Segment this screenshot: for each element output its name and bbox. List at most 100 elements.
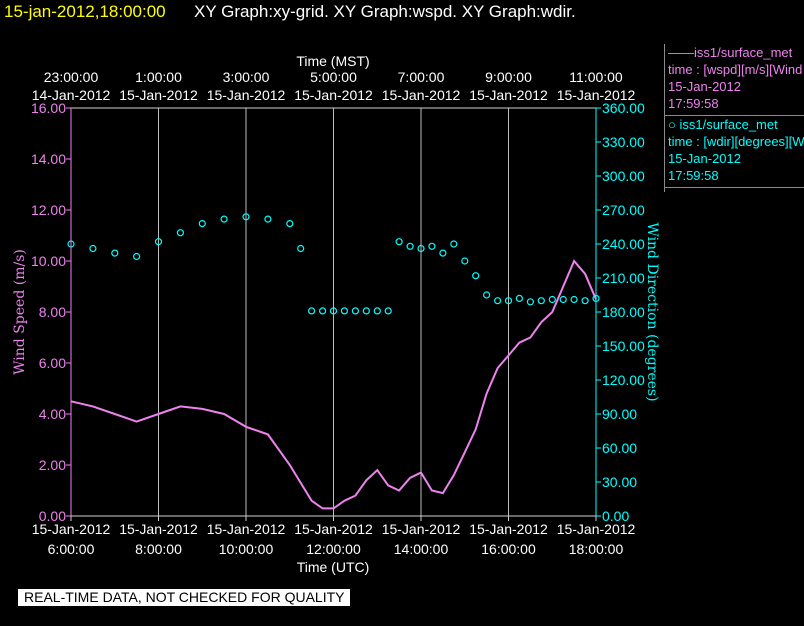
top-tick-time: 5:00:00 [310, 69, 357, 85]
wdir-point [351, 307, 359, 315]
top-tick-time: 9:00:00 [485, 69, 532, 85]
top-axis-label: Time (MST) [296, 53, 369, 69]
top-tick-time: 3:00:00 [223, 69, 270, 85]
legend-wspd-variable: time : [wspd][m/s][Wind [668, 62, 803, 77]
bottom-tick-date: 15-Jan-2012 [294, 521, 373, 537]
wdir-point [548, 295, 556, 304]
wdir-point [472, 272, 480, 280]
bottom-tick-date: 15-Jan-2012 [382, 521, 461, 537]
legend-wspd-date: 15-Jan-2012 [668, 79, 741, 94]
wdir-point [198, 220, 206, 228]
right-tick-label: 210.00 [602, 270, 645, 286]
wdir-point [373, 307, 381, 315]
bottom-tick-date: 15-Jan-2012 [557, 521, 636, 537]
legend: ——iss1/surface_met time : [wspd][m/s][Wi… [664, 44, 804, 192]
bottom-tick-time: 10:00:00 [219, 541, 274, 557]
wdir-point [395, 238, 403, 246]
grid-lines [158, 108, 509, 516]
wdir-point [559, 295, 567, 304]
wdir-point [483, 291, 491, 299]
wdir-point [133, 252, 141, 261]
wdir-point [406, 242, 414, 250]
right-tick-label: 60.00 [602, 440, 637, 456]
wdir-point [439, 249, 447, 257]
top-tick-date: 15-Jan-2012 [382, 87, 461, 103]
wdir-point [515, 294, 524, 302]
wdir-point [417, 244, 425, 253]
wdir-point [319, 307, 327, 315]
wdir-point [154, 238, 163, 246]
wdir-point [428, 242, 436, 250]
wdir-point [504, 297, 513, 305]
right-tick-label: 330.00 [602, 134, 645, 150]
top-tick-date: 14-Jan-2012 [32, 87, 111, 103]
left-tick-label: 12.00 [31, 202, 66, 218]
left-tick-label: 0.00 [39, 508, 66, 524]
bottom-tick-date: 15-Jan-2012 [119, 521, 198, 537]
header-bar: 15-jan-2012,18:00:00 XY Graph:xy-grid. X… [0, 0, 804, 30]
top-tick-time: 11:00:00 [569, 69, 623, 85]
right-tick-label: 240.00 [602, 236, 645, 252]
wdir-point [384, 307, 392, 315]
wdir-point [340, 307, 348, 315]
right-tick-label: 180.00 [602, 304, 645, 320]
left-tick-label: 6.00 [39, 355, 66, 371]
left-tick-label: 16.00 [31, 100, 66, 116]
bottom-tick-time: 6:00:00 [48, 541, 95, 557]
bottom-tick-time: 14:00:00 [394, 541, 449, 557]
wdir-point [450, 240, 458, 248]
legend-wspd-time: 17:59:58 [668, 96, 719, 111]
top-tick-time: 7:00:00 [398, 69, 445, 85]
wdir-point [111, 249, 119, 257]
bottom-tick-date: 15-Jan-2012 [469, 521, 548, 537]
right-tick-label: 0.00 [602, 508, 629, 524]
wspd-series [70, 259, 597, 510]
bottom-tick-time: 16:00:00 [481, 541, 536, 557]
wdir-point [581, 297, 589, 305]
right-tick-label: 300.00 [602, 168, 645, 184]
bottom-tick-time: 8:00:00 [135, 541, 182, 557]
top-tick-date: 15-Jan-2012 [557, 87, 636, 103]
wdir-point [308, 307, 316, 315]
wdir-point [242, 213, 250, 221]
legend-entry-wspd: ——iss1/surface_met time : [wspd][m/s][Wi… [665, 44, 804, 116]
left-tick-label: 2.00 [39, 457, 66, 473]
left-tick-label: 14.00 [31, 151, 66, 167]
axes: 23:00:00 14-Jan-2012 1:00:00 15-Jan-2012 3:0… [31, 69, 645, 557]
top-tick-date: 15-Jan-2012 [469, 87, 548, 103]
wdir-point [461, 257, 469, 265]
left-tick-label: 8.00 [39, 304, 66, 320]
wdir-point [362, 307, 370, 315]
wdir-point [286, 220, 294, 228]
bottom-tick-time: 18:00:00 [569, 541, 624, 557]
legend-wdir-source: ○ iss1/surface_met [668, 117, 778, 132]
legend-wspd-source: ——iss1/surface_met [668, 45, 793, 60]
wdir-point [264, 215, 272, 223]
right-tick-label: 270.00 [602, 202, 645, 218]
wdir-point [220, 215, 228, 223]
top-tick-time: 23:00:00 [44, 69, 99, 85]
right-tick-label: 30.00 [602, 474, 637, 490]
wdir-point [89, 244, 97, 253]
bottom-tick-time: 12:00:00 [306, 541, 361, 557]
wspd-line [70, 259, 597, 510]
wdir-point [329, 307, 338, 315]
top-tick-date: 15-Jan-2012 [207, 87, 286, 103]
wdir-point [494, 297, 502, 305]
legend-entry-wdir: ○ iss1/surface_met time : [wdir][degrees… [665, 116, 804, 188]
wdir-point [176, 229, 184, 237]
wdir-point [537, 297, 545, 305]
graph-title: XY Graph:xy-grid. XY Graph:wspd. XY Grap… [194, 2, 576, 21]
bottom-axis-label: Time (UTC) [297, 559, 370, 575]
left-axis-label: Wind Speed (m/s) [12, 249, 28, 375]
wdir-point [526, 298, 535, 306]
left-tick-label: 4.00 [39, 406, 66, 422]
timestamp: 15-jan-2012,18:00:00 [4, 2, 166, 21]
legend-wdir-time: 17:59:58 [668, 168, 719, 183]
legend-wdir-date: 15-Jan-2012 [668, 151, 741, 166]
quality-warning: REAL-TIME DATA, NOT CHECKED FOR QUALITY [18, 589, 351, 606]
bottom-tick-date: 15-Jan-2012 [207, 521, 286, 537]
top-tick-date: 15-Jan-2012 [119, 87, 198, 103]
right-tick-label: 150.00 [602, 338, 645, 354]
